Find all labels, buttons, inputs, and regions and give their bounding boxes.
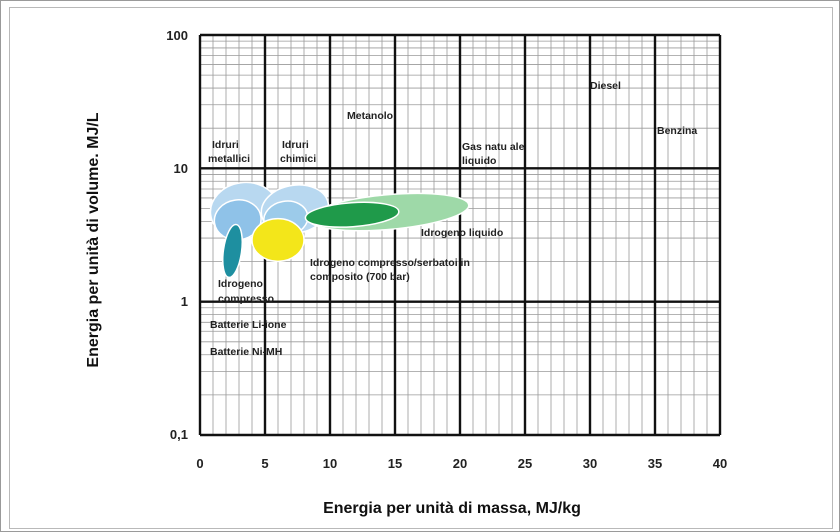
regions (209, 181, 470, 279)
x-tick-label-35: 35 (648, 456, 662, 471)
annotation-metanolo: Metanolo (347, 110, 393, 122)
annotations: Diesel Benzina Metanolo Gas natu ale liq… (208, 80, 697, 358)
y-tick-labels: 100 10 1 0,1 (166, 28, 188, 442)
annotation-h2-liquido: Idrogeno liquido (421, 227, 503, 239)
annotation-idruri-met-1: Idruri (212, 139, 239, 151)
annotation-h2-composito-2: composito (700 bar) (310, 271, 410, 283)
annotation-diesel: Diesel (590, 80, 621, 92)
x-tick-label-30: 30 (583, 456, 597, 471)
annotation-idruri-met-2: metallici (208, 153, 250, 165)
x-tick-labels: 0 5 10 15 20 25 30 35 40 (196, 456, 727, 471)
x-tick-label-0: 0 (196, 456, 203, 471)
annotation-h2-compresso-1: Idrogeno (218, 278, 263, 290)
annotation-idruri-chim-2: chimici (280, 153, 316, 165)
x-tick-label-20: 20 (453, 456, 467, 471)
annotation-ni-mh: Batterie Ni-MH (210, 346, 282, 358)
x-axis-title: Energia per unità di massa, MJ/kg (323, 500, 581, 517)
region-4-part-0 (222, 223, 243, 279)
y-tick-label-10: 10 (174, 161, 188, 176)
annotation-benzina: Benzina (657, 125, 697, 137)
annotation-idruri-chim-1: Idruri (282, 139, 309, 151)
x-tick-label-5: 5 (261, 456, 268, 471)
annotation-h2-compresso-2: compresso (218, 293, 274, 305)
x-tick-label-40: 40 (713, 456, 727, 471)
major-grid (198, 33, 722, 437)
annotation-h2-composito-1: Idrogeno compresso/serbatoi in (310, 257, 470, 269)
annotation-gnl-2: liquido (462, 155, 496, 167)
x-tick-label-15: 15 (388, 456, 402, 471)
y-tick-label-100: 100 (166, 28, 188, 43)
region-3-part-0 (251, 217, 305, 263)
annotation-gnl-1: Gas natu ale (462, 141, 525, 153)
annotation-li-ione: Batterie Li-ione (210, 319, 287, 331)
x-tick-label-25: 25 (518, 456, 532, 471)
y-tick-label-0-1: 0,1 (170, 427, 188, 442)
region-2-part-1 (304, 201, 400, 228)
y-tick-label-1: 1 (181, 294, 188, 309)
y-axis-title: Energia per unità di volume. MJ/L (85, 112, 102, 367)
x-tick-label-10: 10 (323, 456, 337, 471)
